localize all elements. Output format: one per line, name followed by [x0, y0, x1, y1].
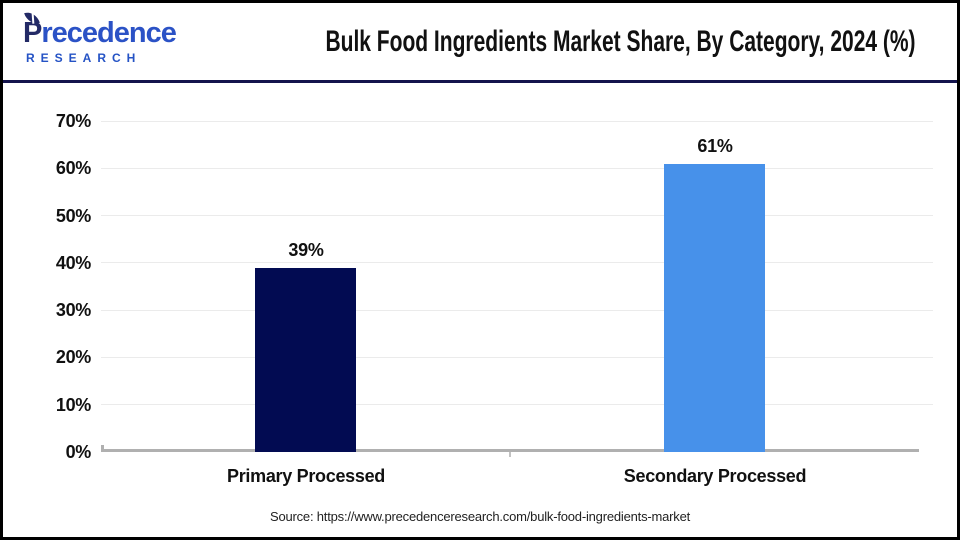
value-label-secondary-processed: 61%: [697, 136, 733, 156]
value-label-primary-processed: 39%: [288, 240, 324, 260]
gridline-20: [101, 357, 933, 358]
brand-logo: Precedence RESEARCH: [3, 9, 199, 65]
brand-initial: P: [23, 17, 42, 49]
source-text: Source: https://www.precedenceresearch.c…: [269, 509, 691, 524]
y-axis-tick-label-0: 0%: [65, 442, 92, 462]
category-label-secondary-processed: Secondary Processed: [623, 466, 807, 486]
y-axis-tick-label-70: 70%: [55, 111, 91, 131]
bar-primary-processed: [255, 268, 356, 452]
y-axis-tick-label-10: 10%: [55, 395, 91, 415]
category-label-primary-processed: Primary Processed: [227, 466, 385, 486]
bar-secondary-processed: [664, 164, 765, 452]
brand-name: recedence: [41, 17, 176, 49]
gridline-50: [101, 215, 933, 216]
y-axis-tick-label-30: 30%: [55, 300, 91, 320]
x-axis-line: [101, 449, 919, 452]
y-axis-tick-label-20: 20%: [55, 347, 91, 367]
title-container: Bulk Food Ingredients Market Share, By C…: [199, 24, 957, 59]
y-axis-tick-label-40: 40%: [55, 253, 91, 273]
gridline-10: [101, 404, 933, 405]
y-axis-tick-label-50: 50%: [55, 206, 91, 226]
header: Precedence RESEARCH Bulk Food Ingredient…: [3, 3, 957, 80]
header-divider: [3, 80, 957, 83]
gridline-40: [101, 262, 933, 263]
brand-wordmark: Precedence: [23, 9, 199, 49]
bar-chart-plot-area: Source: https://www.precedenceresearch.c…: [3, 83, 957, 537]
gridline-30: [101, 310, 933, 311]
gridline-70: [101, 121, 933, 122]
y-axis-tick-label-60: 60%: [55, 158, 91, 178]
chart-title: Bulk Food Ingredients Market Share, By C…: [325, 24, 916, 58]
x-axis-start-tick: [101, 445, 104, 450]
brand-subtitle: RESEARCH: [26, 51, 142, 65]
x-axis-mid-tick: [509, 452, 511, 457]
gridline-60: [101, 168, 933, 169]
